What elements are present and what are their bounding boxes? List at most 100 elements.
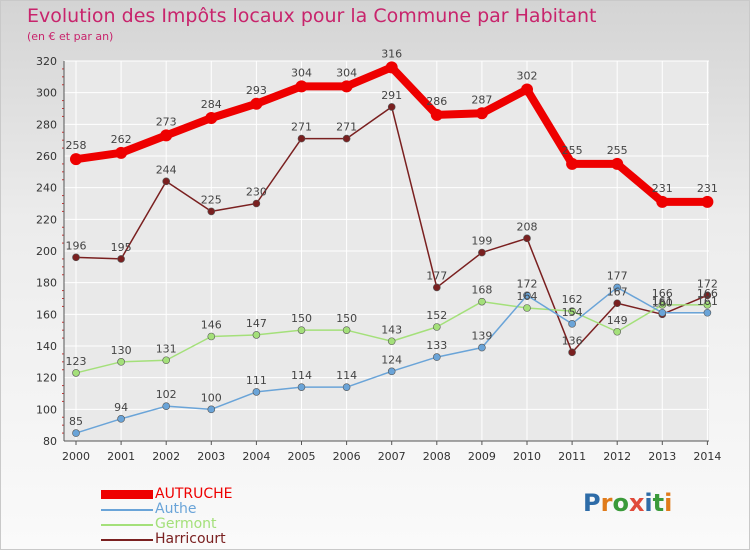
data-label: 162	[562, 293, 583, 306]
data-label: 85	[69, 415, 83, 428]
legend-swatch	[101, 539, 153, 541]
data-point	[523, 291, 531, 300]
x-tick-label: 2008	[423, 450, 451, 463]
data-label: 161	[697, 295, 718, 308]
y-minor-tick	[62, 210, 64, 212]
data-label: 172	[697, 277, 718, 290]
data-point	[475, 107, 488, 120]
data-point	[342, 134, 351, 143]
y-minor-tick	[62, 393, 64, 394]
chart-subtitle: (en € et par an)	[27, 30, 114, 43]
y-minor-tick	[62, 329, 64, 331]
data-point	[207, 405, 216, 414]
x-tick-label: 2006	[333, 450, 361, 463]
data-point	[117, 415, 125, 423]
y-minor-tick	[62, 139, 64, 141]
data-point	[478, 297, 486, 306]
data-label: 231	[652, 182, 673, 195]
data-label: 304	[291, 66, 312, 79]
y-minor-tick	[62, 274, 64, 276]
data-point	[162, 356, 170, 365]
data-label: 136	[562, 334, 583, 347]
x-tick-label: 2014	[693, 450, 721, 463]
y-minor-tick	[62, 163, 64, 165]
data-label: 291	[381, 89, 402, 102]
y-minor-tick	[62, 361, 64, 363]
data-label: 150	[291, 312, 312, 325]
x-tick-label: 2004	[242, 450, 270, 463]
y-tick-label: 180	[36, 277, 57, 290]
chart-title: Evolution des Impôts locaux pour la Comm…	[27, 5, 597, 27]
x-tick-label: 2000	[62, 450, 90, 463]
data-label: 196	[66, 239, 87, 252]
y-minor-tick	[62, 171, 64, 173]
legend-label: Harricourt	[155, 531, 226, 547]
data-point	[432, 353, 441, 361]
data-label: 152	[426, 309, 447, 322]
x-tick-label: 2007	[378, 450, 406, 463]
y-minor-tick	[62, 424, 64, 426]
data-point	[478, 248, 486, 257]
y-minor-tick	[62, 84, 64, 86]
data-point	[387, 367, 396, 376]
y-tick-label: 240	[36, 182, 57, 195]
y-minor-tick	[62, 115, 64, 117]
legend-label: AUTRUCHE	[155, 486, 233, 502]
y-minor-tick	[62, 369, 64, 371]
legend-swatch	[101, 490, 153, 499]
data-point	[703, 301, 712, 309]
y-tick-label: 320	[36, 55, 57, 68]
y-minor-tick	[62, 305, 64, 307]
x-tick-label: 2005	[288, 450, 316, 463]
data-point	[521, 83, 533, 96]
data-point	[385, 61, 398, 74]
data-point	[478, 343, 486, 352]
data-point	[613, 327, 622, 336]
y-minor-tick	[62, 179, 64, 181]
y-minor-tick	[62, 242, 64, 244]
data-label: 255	[607, 144, 628, 157]
data-point	[252, 331, 261, 339]
y-minor-tick	[62, 298, 64, 299]
x-tick-label: 2002	[152, 450, 180, 463]
y-minor-tick	[62, 108, 64, 109]
y-minor-tick	[62, 353, 64, 355]
data-point	[432, 323, 441, 331]
data-label: 143	[381, 323, 402, 336]
data-point	[252, 388, 261, 396]
x-tick-label: 2011	[558, 450, 586, 463]
legend-label: Authe	[155, 501, 197, 517]
data-label: 258	[66, 139, 87, 152]
data-point	[658, 301, 667, 309]
y-tick-label: 300	[36, 87, 57, 100]
data-label: 230	[246, 186, 267, 199]
data-point	[297, 326, 306, 334]
data-point	[297, 134, 306, 143]
data-label: 123	[66, 355, 87, 368]
data-point	[207, 332, 216, 341]
data-point	[703, 291, 712, 300]
data-label: 164	[517, 290, 538, 303]
data-point	[252, 199, 261, 208]
data-label: 150	[336, 312, 357, 325]
y-minor-tick	[62, 234, 64, 236]
data-point	[72, 369, 80, 377]
data-point	[568, 307, 576, 315]
y-minor-tick	[62, 400, 64, 402]
y-tick-label: 280	[36, 118, 57, 131]
data-point	[387, 103, 396, 111]
y-minor-tick	[62, 203, 64, 204]
data-point	[658, 308, 667, 317]
data-point	[70, 153, 82, 166]
data-label: 131	[156, 342, 177, 355]
data-point	[72, 253, 80, 262]
data-label: 149	[607, 314, 628, 327]
x-tick-label: 2009	[468, 450, 496, 463]
y-tick-label: 160	[36, 308, 57, 321]
y-minor-tick	[62, 131, 64, 133]
data-point	[160, 129, 173, 142]
data-point	[295, 80, 308, 93]
data-label: 166	[697, 287, 718, 300]
y-minor-tick	[62, 266, 64, 268]
